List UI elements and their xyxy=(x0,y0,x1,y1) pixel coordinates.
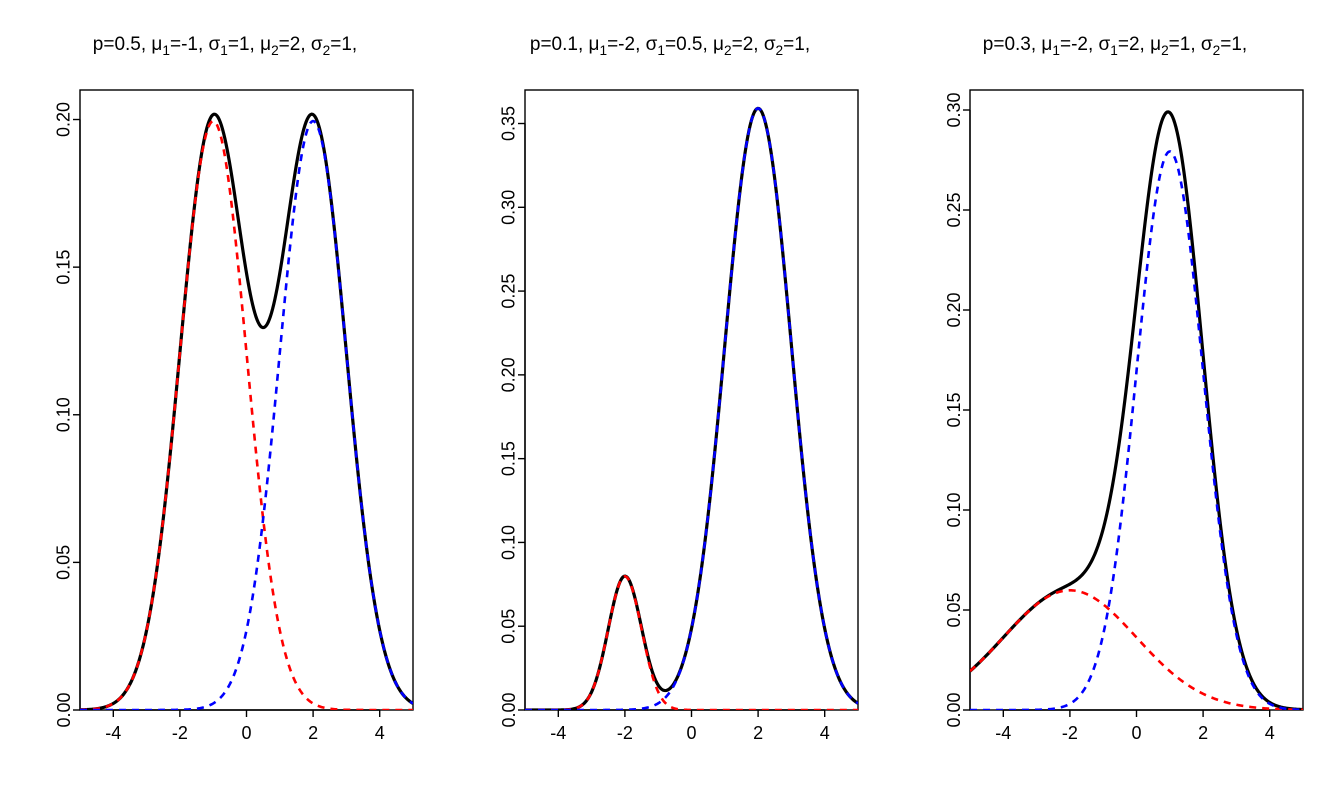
y-tick-label: 0.25 xyxy=(944,192,964,227)
y-tick-label: 0.10 xyxy=(54,397,74,432)
x-tick-label: -2 xyxy=(1062,723,1078,743)
panel: p=0.5, μ1=-1, σ1=1, μ2=2, σ2=1,-4-20240.… xyxy=(25,60,425,770)
component1-curve xyxy=(525,576,858,710)
panel: p=0.3, μ1=-2, σ1=2, μ2=1, σ2=1,-4-20240.… xyxy=(915,60,1315,770)
x-tick-label: 0 xyxy=(686,723,696,743)
y-tick-label: 0.20 xyxy=(944,292,964,327)
curves-group xyxy=(970,112,1303,710)
x-tick-label: 4 xyxy=(375,723,385,743)
component2-curve xyxy=(970,152,1303,710)
panel-svg: -4 -2 0 2 4 0.00 0.05 0.10 0.15 0.20 0.25 0.30 0.35 xyxy=(470,60,870,770)
y-tick-label: 0.00 xyxy=(54,692,74,727)
y-tick-label: 0.15 xyxy=(54,250,74,285)
component1-curve xyxy=(970,590,1303,709)
x-tick-label: 4 xyxy=(1265,723,1275,743)
y-tick-label: 0.15 xyxy=(944,392,964,427)
x-tick-label: 0 xyxy=(1131,723,1141,743)
figure: p=0.5, μ1=-1, σ1=1, μ2=2, σ2=1, -4 -2 0 2 4 0.… xyxy=(0,0,1344,806)
x-tick-label: -4 xyxy=(550,723,566,743)
component2-curve xyxy=(80,121,413,710)
mixture-curve xyxy=(525,108,858,710)
mixture-curve xyxy=(80,114,413,710)
y-tick-label: 0.05 xyxy=(944,592,964,627)
y-tick-label: 0.10 xyxy=(499,525,519,560)
x-tick-label: -2 xyxy=(172,723,188,743)
curves-group xyxy=(80,114,413,710)
y-tick-label: 0.00 xyxy=(499,692,519,727)
y-tick-label: 0.05 xyxy=(499,609,519,644)
component2-curve xyxy=(525,108,858,710)
component1-curve xyxy=(80,121,413,710)
plot-border xyxy=(525,90,858,710)
y-tick-label: 0.25 xyxy=(499,274,519,309)
x-tick-label: -4 xyxy=(105,723,121,743)
panel-title: p=0.3, μ1=-2, σ1=2, μ2=1, σ2=1, xyxy=(915,34,1315,56)
panel-svg: -4 -2 0 2 4 0.00 0.05 0.10 0.15 0.20 xyxy=(25,60,425,770)
panel-title: p=0.1, μ1=-2, σ1=0.5, μ2=2, σ2=1, xyxy=(470,34,870,56)
y-tick-label: 0.15 xyxy=(499,441,519,476)
x-tick-label: 2 xyxy=(753,723,763,743)
y-tick-label: 0.10 xyxy=(944,492,964,527)
x-tick-label: -2 xyxy=(617,723,633,743)
x-tick-label: 0 xyxy=(241,723,251,743)
panel-svg: -4 -2 0 2 4 0.00 0.05 0.10 0.15 0.20 0.25 0.30 xyxy=(915,60,1315,770)
y-tick-label: 0.20 xyxy=(499,357,519,392)
y-tick-label: 0.30 xyxy=(499,190,519,225)
plot-border xyxy=(970,90,1303,710)
x-tick-label: 4 xyxy=(820,723,830,743)
curves-group xyxy=(525,108,858,710)
panel: p=0.1, μ1=-2, σ1=0.5, μ2=2, σ2=1,-4-2024… xyxy=(470,60,870,770)
y-tick-label: 0.05 xyxy=(54,545,74,580)
y-tick-label: 0.35 xyxy=(499,106,519,141)
plot-border xyxy=(80,90,413,710)
panel-title: p=0.5, μ1=-1, σ1=1, μ2=2, σ2=1, xyxy=(25,34,425,56)
x-tick-label: 2 xyxy=(308,723,318,743)
y-tick-label: 0.30 xyxy=(944,92,964,127)
y-tick-label: 0.00 xyxy=(944,692,964,727)
x-tick-label: 2 xyxy=(1198,723,1208,743)
y-tick-label: 0.20 xyxy=(54,102,74,137)
x-tick-label: -4 xyxy=(995,723,1011,743)
